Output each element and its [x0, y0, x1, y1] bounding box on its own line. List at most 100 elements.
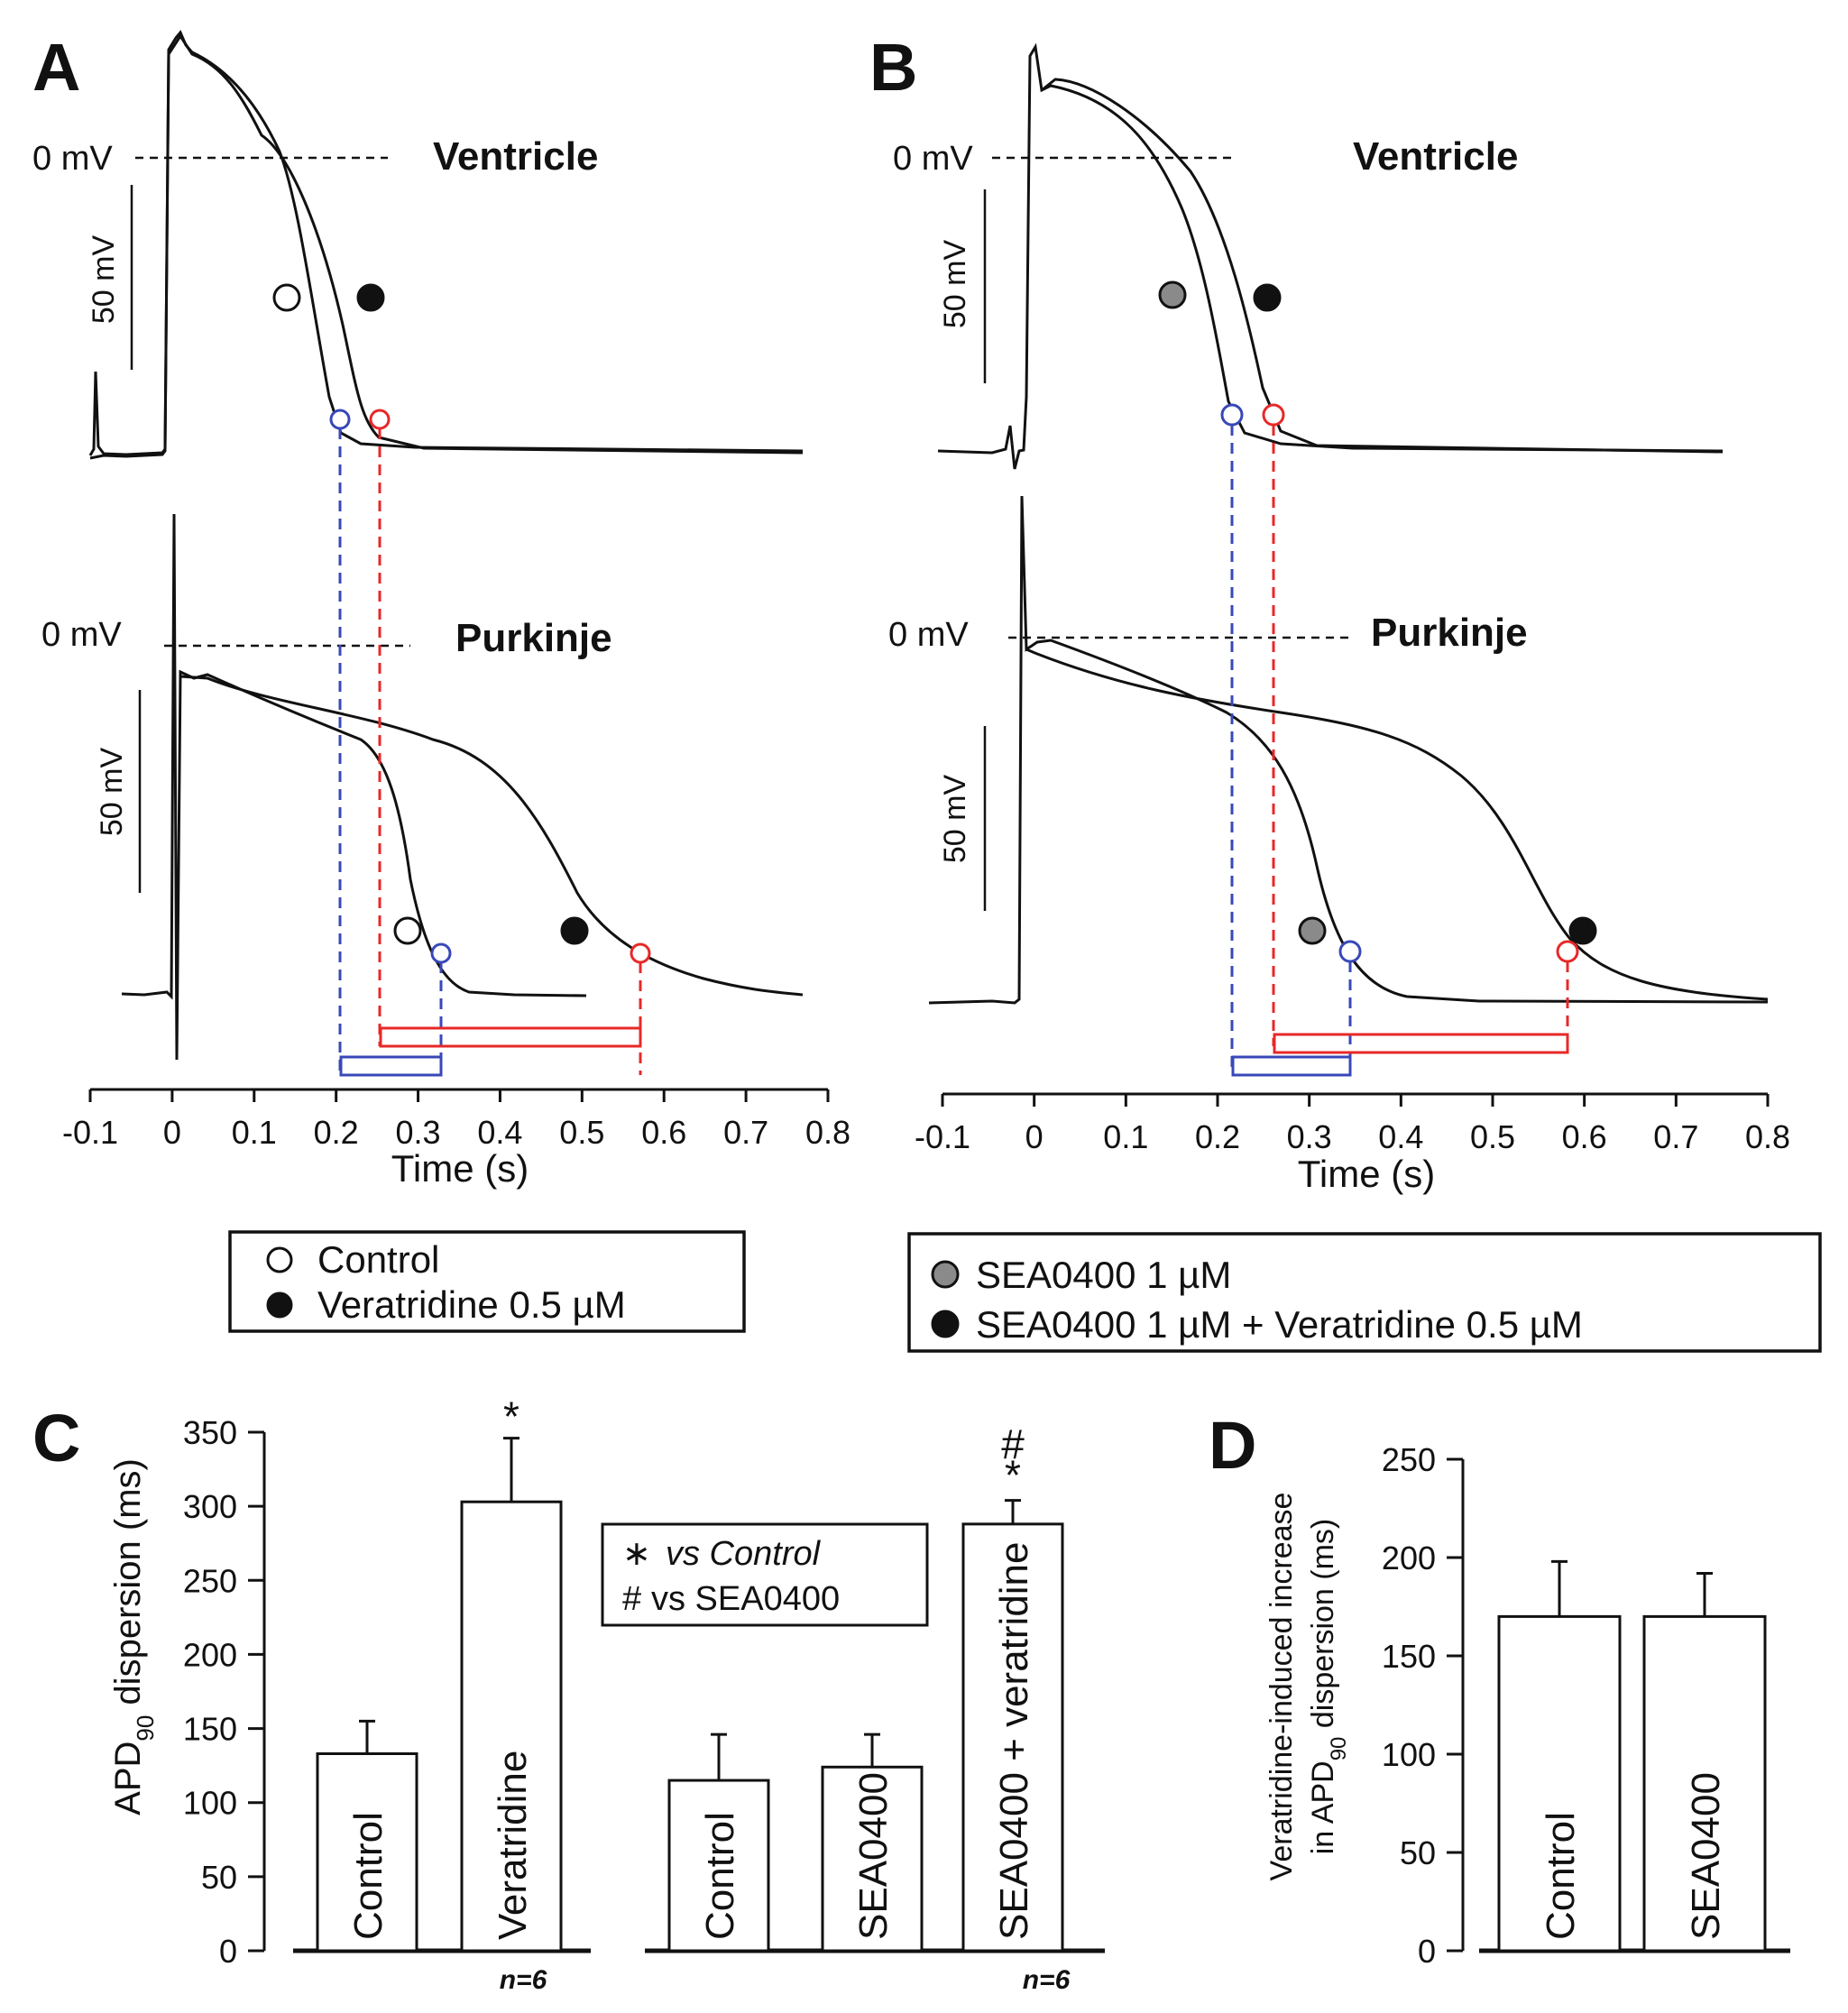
- panel-c-y-tick-label: 0: [219, 1933, 237, 1970]
- panel-a-ventricle-zero-label: 0 mV: [32, 140, 113, 178]
- panel-b-ventricle-scale-label: 50 mV: [938, 240, 972, 329]
- panel-c-group2-significance-star: *: [1005, 1452, 1021, 1499]
- panel-d: D Veratridine-induced increase in APD90 …: [1209, 1408, 1790, 1970]
- panel-a-x-title: Time (s): [391, 1147, 529, 1190]
- panel-a-legend-box: [228, 1230, 746, 1333]
- panel-a-ventricle-control-marker: [272, 283, 301, 312]
- panel-a-purkinje-control-marker: [393, 916, 422, 945]
- panel-b-x-title: Time (s): [1298, 1153, 1435, 1195]
- panel-c-y-label: APD90 dispersion (ms): [108, 1458, 159, 1815]
- panel-c-group1-significance-star: *: [503, 1393, 519, 1440]
- panel-b-purkinje-scale-label: 50 mV: [938, 775, 972, 864]
- panel-c-y-tick-label: 250: [183, 1562, 237, 1599]
- panel-b-purkinje-sea-veratridine-marker: [1568, 916, 1597, 945]
- panel-c-n-label-1: n=6: [500, 1965, 547, 1995]
- panel-a-purkinje-trace-control: [121, 513, 587, 1061]
- panel-a-purkinje-trace-veratridine: [179, 675, 804, 997]
- panel-a-ventricle-scale-label: 50 mV: [87, 235, 121, 325]
- panel-c-group2-bar-label: SEA0400 + veratridine: [992, 1541, 1036, 1940]
- panel-b-x-tick-label: 0.5: [1470, 1118, 1515, 1155]
- panel-c-significance-key: [601, 1522, 929, 1627]
- panel-a-control-dispersion-bracket: [339, 1055, 443, 1077]
- panel-a-ventricle-trace-veratridine: [89, 33, 804, 460]
- panel-d-y-ticks: 0 50 100 150 200 250: [1382, 1441, 1463, 1970]
- panel-c-y-label-prefix: APD: [108, 1742, 148, 1815]
- panel-a-x-tick-label: 0.5: [559, 1114, 604, 1151]
- panel-d-y-tick-label: 250: [1382, 1441, 1436, 1478]
- panel-c: C APD90 dispersion (ms) 0 50 100 150 200 250 3…: [32, 1393, 1105, 1995]
- panel-c-group2-bar: [821, 1765, 924, 1953]
- panel-b-purkinje-red-apd-marker: [1556, 940, 1579, 963]
- panel-d-y-tick-label: 150: [1382, 1638, 1436, 1675]
- panel-b-purkinje-zero-label: 0 mV: [888, 616, 969, 654]
- panel-c-group1-bar-label: Control: [346, 1812, 391, 1940]
- legend-sea-veratridine-marker: [931, 1310, 960, 1338]
- panel-b-ventricle-red-apd-marker: [1262, 403, 1285, 427]
- panel-a-x-tick-label: 0.7: [723, 1114, 768, 1151]
- key-control-text: vs Control: [666, 1535, 822, 1573]
- panel-c-group2-bar-label: Control: [698, 1812, 742, 1940]
- panel-c-letter: C: [32, 1401, 80, 1475]
- panel-d-y-label-line2-suffix: dispersion (ms): [1306, 1519, 1340, 1737]
- panel-d-y-tick-label: 50: [1400, 1834, 1436, 1871]
- panel-b-ventricle-sea-veratridine-marker: [1253, 283, 1282, 312]
- panel-b-legend-box: [907, 1232, 1822, 1353]
- legend-sea0400-marker: [931, 1260, 960, 1289]
- panel-b-sea-veratridine-dispersion-bracket: [1273, 1033, 1569, 1054]
- panel-d-y-label-line2: in APD90 dispersion (ms): [1306, 1519, 1351, 1855]
- panel-a: A 0 mV Ventricle 50 mV 0 mV Purkinje 50 …: [32, 30, 850, 1333]
- panel-c-y-tick-label: 350: [183, 1414, 237, 1451]
- panel-b-purkinje-sea0400-marker: [1298, 916, 1327, 945]
- panel-a-ventricle-label: Ventricle: [433, 134, 598, 179]
- panel-c-y-label-sub: 90: [132, 1715, 159, 1742]
- panel-d-bar-label: Control: [1539, 1812, 1583, 1940]
- panel-b-x-tick-label: -0.1: [915, 1118, 970, 1155]
- panel-b-x-ticks: -0.1 0 0.1 0.2 0.3 0.4 0.5 0.6 0.7 0.8: [915, 1094, 1790, 1155]
- panel-b-purkinje-trace-sea-veratridine: [1025, 648, 1769, 1001]
- panel-d-y-tick-label: 100: [1382, 1736, 1436, 1773]
- panel-b-ventricle-label: Ventricle: [1353, 134, 1518, 179]
- key-hash-symbol: #: [622, 1580, 641, 1618]
- panel-c-group2-significance-hash: #: [1001, 1421, 1025, 1468]
- legend-veratridine-marker: [266, 1291, 293, 1319]
- panel-d-bar: [1642, 1614, 1767, 1953]
- panel-b-letter: B: [869, 30, 917, 105]
- panel-a-ventricle-veratridine-marker: [356, 283, 385, 312]
- panel-c-y-label-suffix: dispersion (ms): [108, 1458, 148, 1715]
- panel-b-x-tick-label: 0: [1025, 1118, 1044, 1155]
- panel-b-x-tick-label: 0.7: [1653, 1118, 1698, 1155]
- panel-a-x-ticks: -0.1 0 0.1 0.2 0.3 0.4 0.5 0.6 0.7 0.8: [62, 1089, 850, 1151]
- panel-c-y-tick-label: 150: [183, 1711, 237, 1748]
- panel-a-x-tick-label: 0.2: [314, 1114, 359, 1151]
- key-star-symbol: ∗: [622, 1535, 651, 1573]
- panel-a-ventricle-trace-control: [88, 30, 804, 456]
- panel-a-x-tick-label: -0.1: [62, 1114, 118, 1151]
- panel-b-ventricle-trace-sea0400: [937, 42, 1724, 470]
- legend-control-marker: [266, 1246, 293, 1273]
- panel-b-ventricle-zero-label: 0 mV: [893, 140, 973, 178]
- panel-c-y-tick-label: 200: [183, 1636, 237, 1673]
- panel-b-purkinje-label: Purkinje: [1371, 611, 1528, 655]
- panel-b-ventricle-sea0400-marker: [1158, 280, 1187, 309]
- panel-c-n-label-2: n=6: [1023, 1965, 1071, 1995]
- panel-d-bar: [1497, 1614, 1622, 1953]
- panel-b-x-tick-label: 0.4: [1378, 1118, 1423, 1155]
- panel-a-purkinje-red-apd-marker: [630, 942, 651, 964]
- legend-sea-veratridine-label: SEA0400 1 µM + Veratridine 0.5 µM: [976, 1303, 1583, 1346]
- panel-a-ventricle-blue-apd-marker: [329, 409, 351, 430]
- panel-c-group1-bar: [460, 1500, 563, 1953]
- panel-a-purkinje-veratridine-marker: [560, 916, 589, 945]
- panel-a-purkinje-label: Purkinje: [455, 616, 612, 660]
- panel-d-bar-label: SEA0400: [1684, 1772, 1728, 1940]
- panel-a-purkinje-blue-apd-marker: [430, 942, 452, 964]
- panel-b-ventricle-trace-sea-veratridine: [1041, 78, 1724, 454]
- panel-b-x-tick-label: 0.8: [1745, 1118, 1790, 1155]
- panel-b-sea0400-dispersion-bracket: [1231, 1055, 1352, 1077]
- panel-c-y-ticks: 0 50 100 150 200 250 300 350: [183, 1414, 264, 1970]
- key-sea0400-text: vs SEA0400: [651, 1580, 840, 1618]
- panel-a-letter: A: [32, 30, 80, 105]
- panel-d-y-tick-label: 0: [1418, 1933, 1436, 1970]
- panel-a-x-tick-label: 0.8: [805, 1114, 850, 1151]
- panel-d-y-tick-label: 200: [1382, 1540, 1436, 1576]
